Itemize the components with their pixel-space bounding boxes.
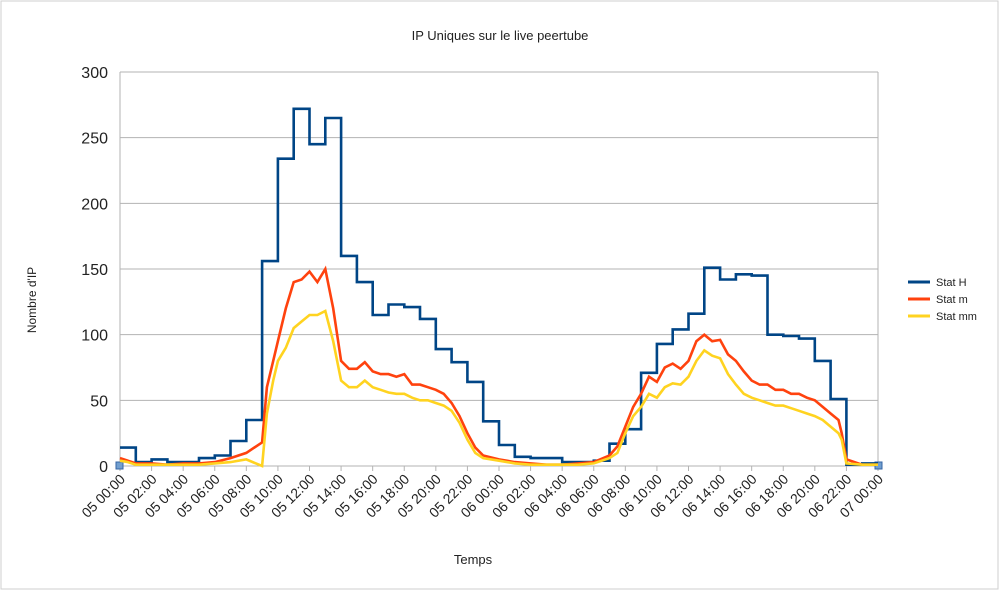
y-tick-label: 50 — [90, 393, 108, 410]
y-axis-label: Nombre d'IP — [25, 267, 39, 333]
x-axis-label: Temps — [454, 552, 493, 567]
legend-label: Stat mm — [936, 311, 977, 323]
y-tick-label: 0 — [99, 459, 108, 476]
series-group — [119, 107, 878, 468]
legend: Stat H Stat m Stat mm — [908, 277, 977, 323]
y-tick-labels: 0 50 100 150 200 250 300 — [81, 65, 108, 476]
y-tick-label: 250 — [81, 131, 108, 148]
axis-start-marker — [115, 461, 124, 470]
y-tick-label: 300 — [81, 65, 108, 82]
series-line-stat-h — [120, 107, 878, 466]
legend-label: Stat H — [936, 277, 967, 289]
y-tick-label: 200 — [81, 196, 108, 213]
legend-label: Stat m — [936, 294, 968, 306]
axes — [115, 72, 883, 471]
y-tick-label: 100 — [81, 328, 108, 345]
y-tick-label: 150 — [81, 262, 108, 279]
chart-title: IP Uniques sur le live peertube — [412, 28, 589, 43]
series-line-stat-mm — [119, 309, 878, 468]
